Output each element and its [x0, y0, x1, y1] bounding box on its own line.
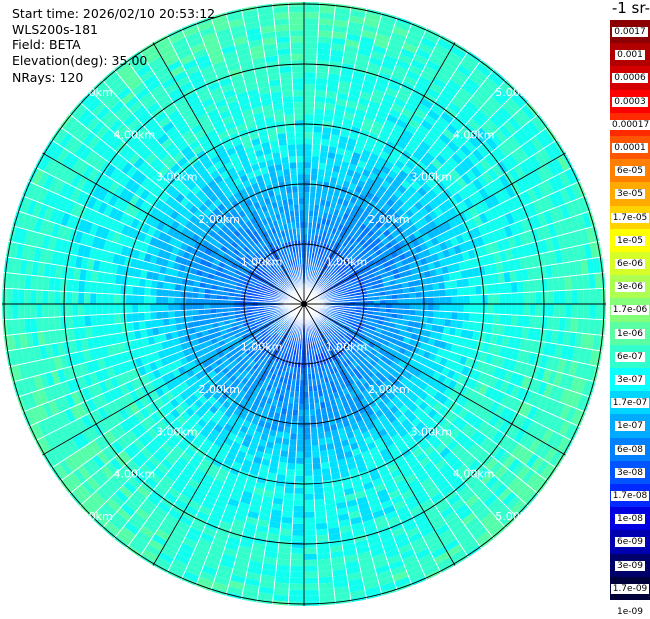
azimuth-spoke	[152, 303, 305, 566]
colorbar-tick-label: 1e-09	[615, 607, 645, 617]
colorbar-tick-label: 1e-05	[615, 235, 645, 246]
range-ring-label: 4.00km	[453, 468, 495, 481]
range-ring-label: 3.00km	[156, 425, 198, 438]
colorbar-tick-label: 1e-07	[615, 421, 645, 432]
range-ring-label: 2.00km	[198, 213, 240, 226]
colorbar-tick-label: 3e-05	[615, 189, 645, 200]
colorbar-tick-label: 0.0017	[612, 27, 648, 37]
colorbar-tick-label: 0.001	[615, 50, 645, 61]
colorbar-units-label: -1 sr-	[611, 0, 650, 17]
range-ring-label: 2.00km	[368, 383, 410, 396]
colorbar-tick-label: 0.0006	[612, 73, 648, 84]
ppi-radar-display: 1.00km 1.00km 1.00km 1.00km 2.00km 2.00km 2.00…	[2, 2, 606, 606]
azimuth-spoke	[303, 152, 566, 305]
colorbar-tick-label: 6e-06	[615, 259, 645, 269]
range-ring-label: 1.00km	[326, 256, 368, 269]
colorbar-tick-label: 0.0003	[612, 96, 648, 107]
range-ring-label: 4.00km	[114, 468, 156, 481]
range-ring-label: 3.00km	[411, 171, 453, 184]
colorbar-tick-label: 3e-07	[615, 375, 645, 385]
colorbar-tick-label: 1.7e-08	[610, 491, 650, 501]
elevation-text: Elevation(deg): 35.00	[12, 53, 148, 68]
range-ring-label: 1.00km	[241, 340, 283, 353]
nrays-text: NRays: 120	[12, 70, 84, 85]
range-ring-grid	[2, 2, 606, 606]
instrument-text: WLS200s-181	[12, 22, 98, 37]
azimuth-spoke	[42, 152, 305, 305]
colorbar-tick-label: 6e-05	[615, 166, 645, 177]
radar-origin	[301, 301, 307, 307]
range-ring-label: 5.00km	[71, 510, 113, 523]
range-ring-label: 4.00km	[114, 128, 156, 141]
colorbar-tick-label: 1.7e-07	[610, 398, 650, 409]
colorbar-tick-label: 1.7e-06	[610, 305, 650, 316]
colorbar-tick-label: 6e-07	[615, 351, 645, 362]
range-ring-labels: 1.00km 1.00km 1.00km 1.00km 2.00km 2.00km 2.00…	[71, 86, 537, 523]
azimuth-spoke	[303, 42, 456, 305]
colorbar-tick-label: 3e-08	[615, 467, 645, 478]
field-text: Field: BETA	[12, 37, 81, 52]
colorbar-tick-label: 0.0001	[612, 143, 648, 153]
range-ring-label: 5.00km	[495, 510, 537, 523]
azimuth-spoke	[303, 303, 566, 456]
colorbar-tick-label: 1.7e-05	[610, 212, 650, 223]
colorbar-tick-label: 3e-09	[615, 560, 645, 571]
colorbar-tick-label: 1e-06	[615, 328, 645, 339]
range-ring-label: 2.00km	[198, 383, 240, 396]
start-time-text: Start time: 2026/02/10 20:53:12	[12, 6, 216, 21]
range-ring-label: 3.00km	[411, 425, 453, 438]
azimuth-spoke	[152, 42, 305, 305]
colorbar-tick-label: 1.7e-09	[610, 583, 650, 594]
range-ring-label: 3.00km	[156, 171, 198, 184]
colorbar-tick-label: 0.00017	[610, 119, 650, 130]
colorbar-tick-label: 1e-08	[615, 514, 645, 525]
colorbar-tick-label: 6e-09	[615, 537, 645, 548]
range-ring-label: 1.00km	[241, 256, 283, 269]
range-ring-label: 5.00km	[71, 86, 113, 99]
range-ring-label: 4.00km	[453, 128, 495, 141]
colorbar-tick-label: 3e-06	[615, 282, 645, 293]
range-ring-label: 5.00km	[495, 86, 537, 99]
colorbar-tick-label: 6e-08	[615, 444, 645, 455]
radar-sectors	[2, 2, 606, 606]
range-ring-label: 1.00km	[326, 340, 368, 353]
colorbar: 0.0017 0.001 0.0006 0.0003 0.00017 0.0001 6e-0…	[610, 20, 650, 617]
azimuth-spoke	[303, 303, 456, 566]
range-ring-label: 2.00km	[368, 213, 410, 226]
azimuth-spoke	[42, 303, 305, 456]
